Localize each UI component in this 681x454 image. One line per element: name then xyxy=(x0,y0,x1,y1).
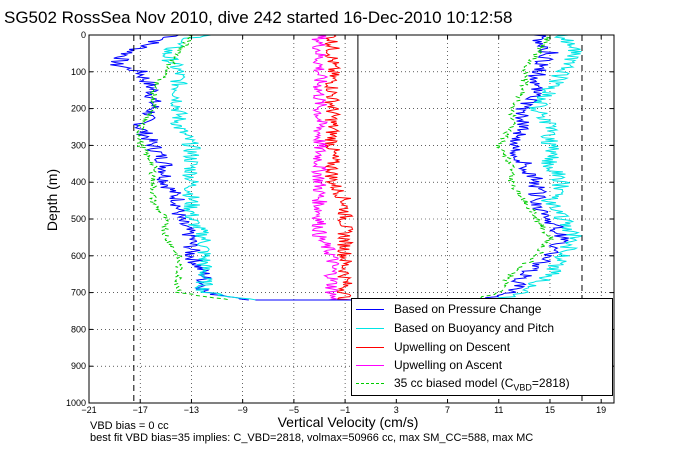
legend-label-upwelling-ascent: Upwelling on Ascent xyxy=(394,358,503,372)
legend-label-biased-model: 35 cc biased model (CVBD=2818) xyxy=(394,376,570,392)
x-tick-label: 19 xyxy=(596,405,606,415)
legend-label-biased-suffix: =2818) xyxy=(531,376,570,390)
series-line-1 xyxy=(497,34,583,301)
series-line-0 xyxy=(485,34,569,301)
x-tick-label: 3 xyxy=(394,405,399,415)
chart-title: SG502 RossSea Nov 2010, dive 242 started… xyxy=(4,8,513,27)
y-tick-label: 400 xyxy=(71,177,86,187)
series-line-4 xyxy=(473,34,555,301)
y-tick-label: 800 xyxy=(71,324,86,334)
legend-swatch-biased-model xyxy=(356,383,384,384)
legend-item-biased-model: 35 cc biased model (CVBD=2818) xyxy=(356,375,610,393)
legend-swatch-buoyancy xyxy=(356,328,384,329)
y-axis-label: Depth (m) xyxy=(44,168,60,232)
legend-swatch-upwelling-descent xyxy=(356,347,384,348)
legend-label-pressure: Based on Pressure Change xyxy=(394,302,542,316)
legend-item-buoyancy: Based on Buoyancy and Pitch xyxy=(356,320,610,338)
legend-item-upwelling-descent: Upwelling on Descent xyxy=(356,339,610,357)
x-axis-label: Vertical Velocity (cm/s) xyxy=(277,414,419,430)
x-tick-label: 11 xyxy=(494,405,503,415)
x-tick-label: −9 xyxy=(238,405,248,415)
series-line-3 xyxy=(310,34,340,301)
legend-swatch-pressure xyxy=(356,309,384,310)
footer-vbd-bias: VBD bias = 0 cc xyxy=(90,420,169,432)
y-tick-label: 700 xyxy=(71,288,86,298)
series-line-2 xyxy=(323,34,354,301)
y-tick-label: 1000 xyxy=(66,398,86,408)
y-tick-label: 100 xyxy=(71,67,86,77)
x-tick-label: −1 xyxy=(340,405,350,415)
x-tick-label: −13 xyxy=(184,405,199,415)
legend-item-pressure: Based on Pressure Change xyxy=(356,301,610,319)
chart-legend: Based on Pressure Change Based on Buoyan… xyxy=(351,298,613,396)
reference-lines xyxy=(133,35,583,403)
x-tick-label: −5 xyxy=(289,405,299,415)
legend-label-biased-sub: VBD xyxy=(513,382,532,393)
axis-ticks: −21 −17 −13 −9 −5 −1 3 7 11 15 1901002003004005006… xyxy=(66,30,614,415)
x-tick-label: −17 xyxy=(133,405,148,415)
x-tick-label: 15 xyxy=(545,405,555,415)
legend-label-upwelling-descent: Upwelling on Descent xyxy=(394,340,511,354)
series-line-0 xyxy=(110,34,249,301)
legend-swatch-upwelling-ascent xyxy=(356,365,384,366)
footer-best-fit: best fit VBD bias=35 implies: C_VBD=2818… xyxy=(90,432,534,444)
y-tick-label: 900 xyxy=(71,361,86,371)
y-tick-label: 200 xyxy=(71,104,86,114)
legend-item-upwelling-ascent: Upwelling on Ascent xyxy=(356,357,610,375)
x-tick-label: −21 xyxy=(81,405,96,415)
y-tick-label: 300 xyxy=(71,140,86,150)
y-tick-label: 500 xyxy=(71,214,86,224)
legend-label-buoyancy: Based on Buoyancy and Pitch xyxy=(394,321,555,335)
y-tick-label: 0 xyxy=(81,30,86,40)
legend-label-biased-prefix: 35 cc biased model (C xyxy=(394,376,514,390)
series-line-4 xyxy=(136,34,230,301)
series-line-1 xyxy=(161,34,257,301)
y-tick-label: 600 xyxy=(71,251,86,261)
x-tick-label: 7 xyxy=(445,405,450,415)
